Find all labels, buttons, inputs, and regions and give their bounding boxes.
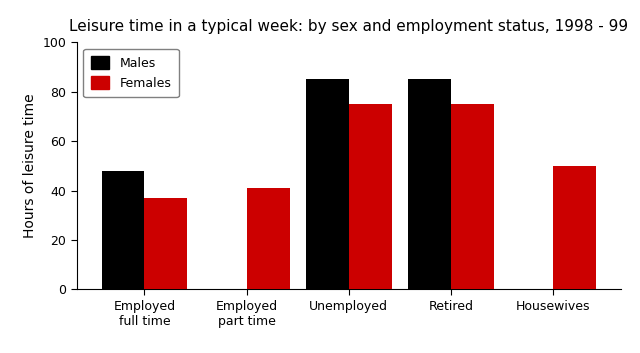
Bar — [145, 198, 188, 289]
Bar — [306, 79, 349, 289]
Title: Leisure time in a typical week: by sex and employment status, 1998 - 99: Leisure time in a typical week: by sex a… — [69, 19, 628, 34]
Bar — [349, 104, 392, 289]
Legend: Males, Females: Males, Females — [83, 49, 179, 97]
Bar — [553, 166, 596, 289]
Y-axis label: Hours of leisure time: Hours of leisure time — [23, 94, 37, 238]
Bar — [451, 104, 494, 289]
Bar — [408, 79, 451, 289]
Bar — [102, 171, 145, 289]
Bar — [246, 188, 289, 289]
